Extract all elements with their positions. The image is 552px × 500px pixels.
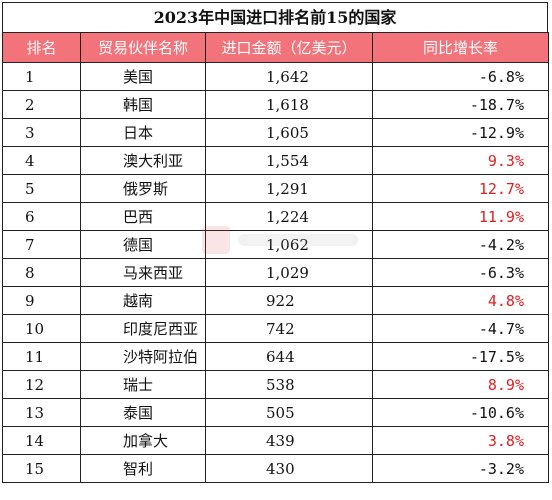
cell-partner: 泰国	[80, 398, 206, 427]
table-row: 1 美国 1,642 -6.8%	[2, 62, 549, 91]
cell-partner: 越南	[80, 286, 206, 315]
cell-rank: 8	[2, 258, 81, 287]
cell-amount: 538	[205, 370, 373, 399]
table-row: 2 韩国 1,618 -18.7%	[2, 90, 549, 119]
cell-amount: 644	[205, 342, 373, 371]
table-row: 9 越南 922 4.8%	[2, 286, 549, 315]
cell-growth: -4.2%	[372, 230, 549, 259]
cell-rank: 3	[2, 118, 81, 147]
cell-amount: 1,618	[205, 90, 373, 119]
cell-partner: 加拿大	[80, 426, 206, 455]
cell-partner: 智利	[80, 454, 206, 483]
cell-growth: 4.8%	[372, 286, 549, 315]
cell-partner: 沙特阿拉伯	[80, 342, 206, 371]
cell-rank: 6	[2, 202, 81, 231]
cell-amount: 742	[205, 314, 373, 343]
cell-amount: 1,291	[205, 174, 373, 203]
table-row: 7 德国 1,062 -4.2%	[2, 230, 549, 259]
cell-partner: 韩国	[80, 90, 206, 119]
table-row: 6 巴西 1,224 11.9%	[2, 202, 549, 231]
table-title: 2023年中国进口排名前15的国家	[2, 2, 548, 32]
cell-growth: -4.7%	[372, 314, 549, 343]
cell-growth: -3.2%	[372, 454, 549, 483]
cell-amount: 1,062	[205, 230, 373, 259]
cell-growth: 11.9%	[372, 202, 549, 231]
cell-rank: 9	[2, 286, 81, 315]
table-row: 15 智利 430 -3.2%	[2, 454, 549, 483]
cell-growth: 9.3%	[372, 146, 549, 175]
cell-growth: -18.7%	[372, 90, 549, 119]
header-growth: 同比增长率	[372, 32, 549, 63]
cell-partner: 日本	[80, 118, 206, 147]
cell-amount: 439	[205, 426, 373, 455]
cell-partner: 瑞士	[80, 370, 206, 399]
cell-rank: 5	[2, 174, 81, 203]
header-rank: 排名	[2, 32, 81, 63]
table-row: 12 瑞士 538 8.9%	[2, 370, 549, 399]
cell-growth: -17.5%	[372, 342, 549, 371]
table-row: 10 印度尼西亚 742 -4.7%	[2, 314, 549, 343]
table-row: 13 泰国 505 -10.6%	[2, 398, 549, 427]
cell-amount: 922	[205, 286, 373, 315]
ranking-table-container: 2023年中国进口排名前15的国家 排名 贸易伙伴名称 进口金额（亿美元） 同比…	[2, 2, 549, 483]
cell-partner: 俄罗斯	[80, 174, 206, 203]
cell-growth: 3.8%	[372, 426, 549, 455]
table-row: 4 澳大利亚 1,554 9.3%	[2, 146, 549, 175]
cell-growth: 12.7%	[372, 174, 549, 203]
cell-rank: 14	[2, 426, 81, 455]
cell-amount: 430	[205, 454, 373, 483]
cell-rank: 12	[2, 370, 81, 399]
cell-growth: 8.9%	[372, 370, 549, 399]
cell-partner: 巴西	[80, 202, 206, 231]
cell-rank: 1	[2, 62, 81, 91]
cell-growth: -6.8%	[372, 62, 549, 91]
header-partner: 贸易伙伴名称	[80, 32, 206, 63]
table-row: 5 俄罗斯 1,291 12.7%	[2, 174, 549, 203]
header-amount: 进口金额（亿美元）	[205, 32, 373, 63]
cell-amount: 505	[205, 398, 373, 427]
cell-amount: 1,224	[205, 202, 373, 231]
cell-partner: 澳大利亚	[80, 146, 206, 175]
cell-growth: -12.9%	[372, 118, 549, 147]
table-row: 3 日本 1,605 -12.9%	[2, 118, 549, 147]
cell-rank: 4	[2, 146, 81, 175]
cell-growth: -10.6%	[372, 398, 549, 427]
cell-rank: 13	[2, 398, 81, 427]
cell-amount: 1,029	[205, 258, 373, 287]
cell-partner: 印度尼西亚	[80, 314, 206, 343]
cell-partner: 德国	[80, 230, 206, 259]
cell-amount: 1,642	[205, 62, 373, 91]
cell-rank: 2	[2, 90, 81, 119]
cell-rank: 7	[2, 230, 81, 259]
import-ranking-table: 排名 贸易伙伴名称 进口金额（亿美元） 同比增长率 1 美国 1,642 -6.8% 2…	[2, 32, 549, 483]
cell-amount: 1,554	[205, 146, 373, 175]
cell-rank: 10	[2, 314, 81, 343]
table-body: 1 美国 1,642 -6.8% 2 韩国 1,618 -18.7% 3 日本 1,605 -12.9…	[2, 62, 549, 483]
table-row: 14 加拿大 439 3.8%	[2, 426, 549, 455]
cell-rank: 15	[2, 454, 81, 483]
table-row: 8 马来西亚 1,029 -6.3%	[2, 258, 549, 287]
cell-partner: 马来西亚	[80, 258, 206, 287]
cell-growth: -6.3%	[372, 258, 549, 287]
cell-amount: 1,605	[205, 118, 373, 147]
cell-partner: 美国	[80, 62, 206, 91]
header-row: 排名 贸易伙伴名称 进口金额（亿美元） 同比增长率	[2, 32, 549, 63]
cell-rank: 11	[2, 342, 81, 371]
table-row: 11 沙特阿拉伯 644 -17.5%	[2, 342, 549, 371]
